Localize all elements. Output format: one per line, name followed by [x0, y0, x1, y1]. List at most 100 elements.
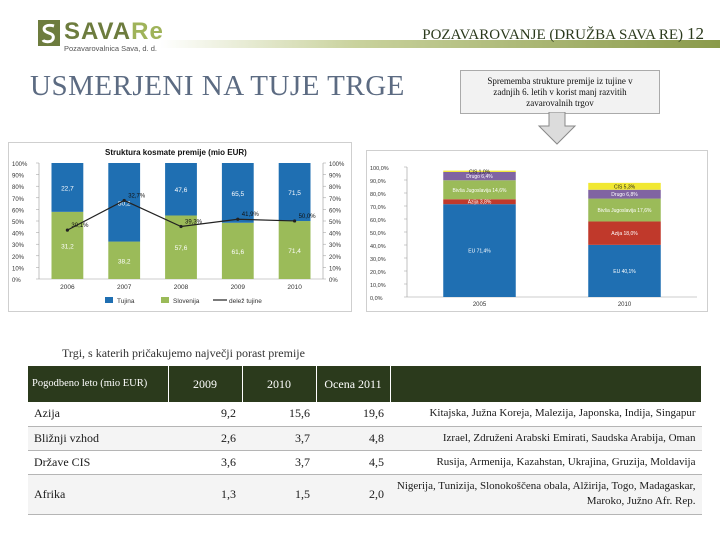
value-2010-cell: 1,5 [242, 474, 316, 515]
y-tick-label-right: 10% [329, 266, 342, 272]
bar-tujina [221, 163, 254, 223]
table-row: Države CIS 3,6 3,7 4,5 Rusija, Armenija,… [28, 450, 702, 475]
y-tick-label: 70,0% [370, 205, 386, 211]
y-tick-label-right: 90% [329, 174, 342, 180]
legend-label: Slovenija [173, 298, 200, 305]
markets-cell: Izrael, Združeni Arabski Emirati, Saudsk… [390, 426, 702, 451]
table-row: Azija 9,2 15,6 19,6 Kitajska, Južna Kore… [28, 402, 702, 427]
y-tick-label-right: 60% [329, 208, 342, 214]
y-tick-label-left: 10% [12, 266, 25, 272]
segment-label: CIS 5,3% [614, 184, 636, 190]
y-tick-label-left: 0% [12, 278, 21, 284]
slide-title: USMERJENI NA TUJE TRGE [30, 70, 405, 102]
region-cell: Države CIS [28, 450, 168, 475]
share-point [122, 198, 126, 203]
bar-label-tujina: 22,7 [61, 185, 74, 192]
table-header-row: Pogodbeno leto (mio EUR) 2009 2010 Ocena… [28, 366, 702, 402]
segment-label: Azija 3,8% [468, 200, 492, 206]
bar-label-slovenija: 57,6 [175, 245, 188, 252]
value-2011-cell: 19,6 [316, 402, 390, 427]
header-contract-year: Pogodbeno leto (mio EUR) [28, 366, 169, 402]
value-2009-cell: 1,3 [168, 474, 242, 515]
bar-segment-drugo [443, 171, 516, 181]
value-2011-cell: 4,5 [316, 450, 390, 475]
markets-cell: Nigerija, Tunizija, Slonokoščena obala, … [390, 474, 702, 515]
y-tick-label-left: 50% [12, 220, 25, 226]
y-tick-label-left: 30% [12, 243, 25, 249]
premium-structure-chart: Struktura kosmate premije (mio EUR) 100%… [8, 142, 352, 312]
header-decor-bar [160, 40, 720, 48]
header-markets [390, 366, 702, 402]
bar-segment-bivša-jugoslavija [588, 198, 661, 222]
x-tick-label: 2010 [287, 284, 302, 291]
x-tick-label: 2005 [473, 302, 487, 308]
bar-label-slovenija: 71,4 [288, 248, 301, 255]
bar-tujina [51, 163, 84, 212]
bar-segment-drugo [588, 189, 661, 199]
y-tick-label: 0,0% [370, 296, 383, 302]
share-label: 39,3% [185, 220, 203, 226]
bar-label-slovenija: 38,2 [118, 258, 131, 265]
region-cell: Afrika [28, 474, 168, 515]
segment-label: Bivša Jugoslavija 17,6% [598, 208, 652, 214]
share-point [293, 219, 297, 223]
y-tick-label-left: 100% [12, 162, 28, 168]
bar-label-tujina: 47,6 [175, 187, 188, 194]
bar-label-tujina: 65,5 [231, 191, 244, 198]
y-tick-label-right: 20% [329, 255, 342, 261]
y-tick-label-left: 60% [12, 208, 25, 214]
bar-segment-eu [443, 204, 516, 297]
y-tick-label: 30,0% [370, 257, 386, 263]
legend-label: delež tujine [229, 298, 262, 305]
share-label: 30,1% [71, 223, 89, 229]
bar-slovenija [278, 221, 311, 279]
markets-cell: Kitajska, Južna Koreja, Malezija, Japons… [390, 402, 702, 427]
x-tick-label: 2008 [174, 284, 189, 291]
y-tick-label-left: 90% [12, 174, 25, 180]
x-tick-label: 2009 [231, 284, 246, 291]
bar-slovenija [108, 241, 141, 279]
share-point [179, 224, 183, 229]
segment-label: Drugo 6,4% [466, 174, 493, 180]
y-tick-label-left: 70% [12, 197, 25, 203]
share-point [65, 228, 69, 232]
region-cell: Bližnji vzhod [28, 426, 168, 451]
y-tick-label-left: 80% [12, 185, 25, 191]
bar-segment-cis [588, 182, 661, 190]
bar-label-slovenija: 31,2 [61, 243, 74, 250]
y-tick-label-right: 0% [329, 278, 338, 284]
y-tick-label-right: 50% [329, 220, 342, 226]
header-2009: 2009 [168, 366, 243, 402]
share-label: 41,9% [242, 212, 260, 218]
table-row: Bližnji vzhod 2,6 3,7 4,8 Izrael, Združe… [28, 426, 702, 451]
share-point [236, 217, 240, 221]
sava-logo-icon [38, 20, 60, 46]
bar-segment-azija [443, 199, 516, 205]
y-tick-label-right: 70% [329, 197, 342, 203]
y-tick-label: 20,0% [370, 270, 386, 276]
section-title: POZAVAROVANJE (DRUŽBA SAVA RE) 12 [422, 24, 704, 44]
y-tick-label-right: 100% [329, 162, 345, 168]
value-2010-cell: 15,6 [242, 402, 316, 427]
premium-structure-svg: Struktura kosmate premije (mio EUR) 100%… [12, 148, 345, 305]
bar-label-tujina: 71,5 [288, 190, 301, 197]
company-logo: SAVARe Pozavarovalnica Sava, d. d. [38, 18, 178, 54]
y-tick-label: 80,0% [370, 192, 386, 198]
header-2010: 2010 [242, 366, 317, 402]
value-2011-cell: 2,0 [316, 474, 390, 515]
bar-label-slovenija: 61,6 [231, 249, 244, 256]
y-tick-label: 100,0% [370, 166, 389, 172]
segment-label: Bivša Jugoslavija 14,6% [453, 188, 507, 194]
bar-label-tujina: 80,2 [118, 200, 131, 207]
value-2009-cell: 9,2 [168, 402, 242, 427]
bar-segment-bivša-jugoslavija [443, 180, 516, 200]
x-tick-label: 2010 [618, 302, 632, 308]
segment-label: EU 71,4% [468, 249, 491, 255]
y-tick-label: 50,0% [370, 231, 386, 237]
y-tick-label-right: 80% [329, 185, 342, 191]
foreign-markets-chart: 100,0% 90,0% 80,0% 70,0% 60,0% 50,0% 40,0% 30,0… [366, 150, 708, 312]
value-2010-cell: 3,7 [242, 426, 316, 451]
bar-slovenija [51, 211, 84, 279]
y-tick-label: 60,0% [370, 218, 386, 224]
brand-subtitle: Pozavarovalnica Sava, d. d. [64, 44, 157, 53]
